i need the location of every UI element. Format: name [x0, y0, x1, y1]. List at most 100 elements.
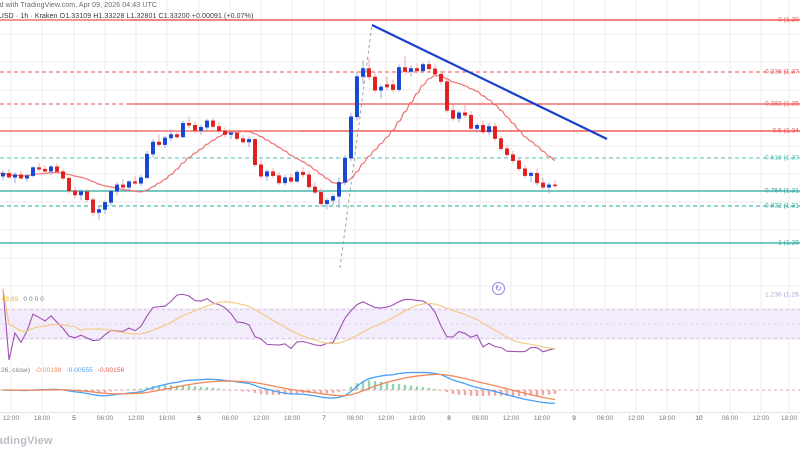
symbol-ohlc-legend: XLM/USD · 1h · Kraken O1.33109 H1.33228 …	[0, 13, 253, 20]
candle	[115, 182, 119, 196]
time-tick-8: 12:00	[252, 415, 270, 422]
macd-legend: MACD (12, 26, close) -0.00199 -0.00555 -…	[0, 367, 127, 374]
time-tick-9: 18:00	[283, 415, 301, 422]
candle	[151, 138, 155, 158]
time-axis[interactable]: 12:00 18:00 5 06:00 12:00 18:00 6 06:00 12:00 18:…	[0, 412, 800, 450]
candle	[85, 188, 89, 203]
candle	[205, 118, 209, 131]
candle	[433, 63, 437, 77]
time-tick-18: 9	[572, 415, 576, 422]
time-tick-25: 18:00	[780, 415, 798, 422]
candle	[445, 76, 449, 113]
candle	[1, 170, 5, 181]
fib-level-label-5: 0.764 (1.31	[765, 187, 799, 195]
candle	[103, 200, 107, 214]
candle	[427, 60, 431, 72]
candle	[487, 122, 491, 135]
tradingview-watermark: TradingView	[0, 435, 53, 447]
candle	[289, 173, 293, 184]
candle	[319, 188, 323, 207]
time-tick-21: 18:00	[658, 415, 676, 422]
candle	[391, 79, 395, 93]
time-tick-20: 12:00	[627, 415, 645, 422]
time-tick-5: 18:00	[158, 415, 176, 422]
candle	[139, 175, 143, 187]
candle	[19, 171, 23, 180]
rsi-legend: 37.66 43.89 0 0 0 0	[0, 296, 47, 303]
candle	[235, 129, 239, 141]
candle	[199, 124, 203, 135]
open-value: O1.33109	[59, 13, 92, 20]
candle	[331, 193, 335, 206]
time-tick-17: 18:00	[533, 415, 551, 422]
candle	[127, 180, 131, 191]
candle	[451, 104, 455, 121]
candle	[337, 177, 341, 208]
axis-divider	[0, 412, 800, 413]
candle	[187, 116, 191, 128]
candle	[307, 171, 311, 190]
candle	[79, 189, 83, 201]
candle	[301, 167, 305, 178]
candle	[415, 63, 419, 74]
candle	[121, 179, 125, 190]
time-tick-16: 12:00	[502, 415, 520, 422]
candle	[325, 198, 329, 210]
time-tick-15: 06:00	[471, 415, 489, 422]
rsi-pane[interactable]	[0, 288, 800, 360]
fib-level-label-3: 0.5 (1.34	[772, 127, 799, 135]
candle	[457, 110, 461, 123]
candle	[367, 58, 371, 81]
candle	[91, 197, 95, 217]
candle	[217, 123, 221, 134]
candle	[265, 169, 269, 181]
candle	[295, 170, 299, 183]
candle	[403, 56, 407, 75]
candle	[397, 64, 401, 92]
candle	[385, 76, 389, 91]
annotation-descending-resistance[interactable]	[371, 24, 608, 140]
macd-value: -0.00199	[35, 367, 62, 374]
candle	[511, 151, 515, 164]
candle	[271, 168, 275, 179]
time-tick-4: 12:00	[127, 415, 145, 422]
candle	[163, 135, 167, 149]
candle	[31, 166, 35, 178]
change-value: +0.00091 (+0.07%)	[191, 13, 254, 20]
candle	[439, 70, 443, 85]
low-value: L1.32801	[126, 13, 157, 20]
time-tick-10: 7	[322, 415, 326, 422]
symbol-label: XLM/USD · 1h · Kraken	[0, 13, 58, 20]
fib-level-label-1: 0.236 (1.37	[765, 68, 799, 76]
candle	[7, 169, 11, 179]
time-tick-19: 06:00	[596, 415, 614, 422]
annotation-breakout-arrow[interactable]	[339, 24, 373, 269]
candle	[355, 72, 359, 121]
candle	[133, 176, 137, 185]
price-pane[interactable]	[0, 0, 800, 288]
candle	[553, 180, 557, 189]
candle	[349, 112, 353, 162]
candle	[211, 118, 215, 129]
candle	[67, 176, 71, 194]
candle	[421, 62, 425, 73]
alert-marker-icon[interactable]: ↻	[492, 282, 505, 295]
candle	[223, 127, 227, 137]
candle	[541, 177, 545, 190]
macd-gridlines	[0, 360, 800, 412]
candle	[49, 165, 53, 175]
candle	[535, 169, 539, 186]
candle	[463, 102, 467, 118]
candle	[379, 84, 383, 99]
candle	[313, 182, 317, 195]
candle	[373, 72, 377, 93]
macd-pane[interactable]	[0, 360, 800, 412]
fib-level-label-6: 0.832 (1.31	[765, 202, 799, 210]
time-tick-14: 8	[447, 415, 451, 422]
time-tick-23: 06:00	[721, 415, 739, 422]
time-tick-22: 10	[695, 415, 703, 422]
fib-level-label-4: 0.618 (1.33	[765, 154, 799, 162]
close-value: C1.33200	[158, 13, 190, 20]
candle	[277, 172, 281, 186]
candle	[241, 134, 245, 145]
